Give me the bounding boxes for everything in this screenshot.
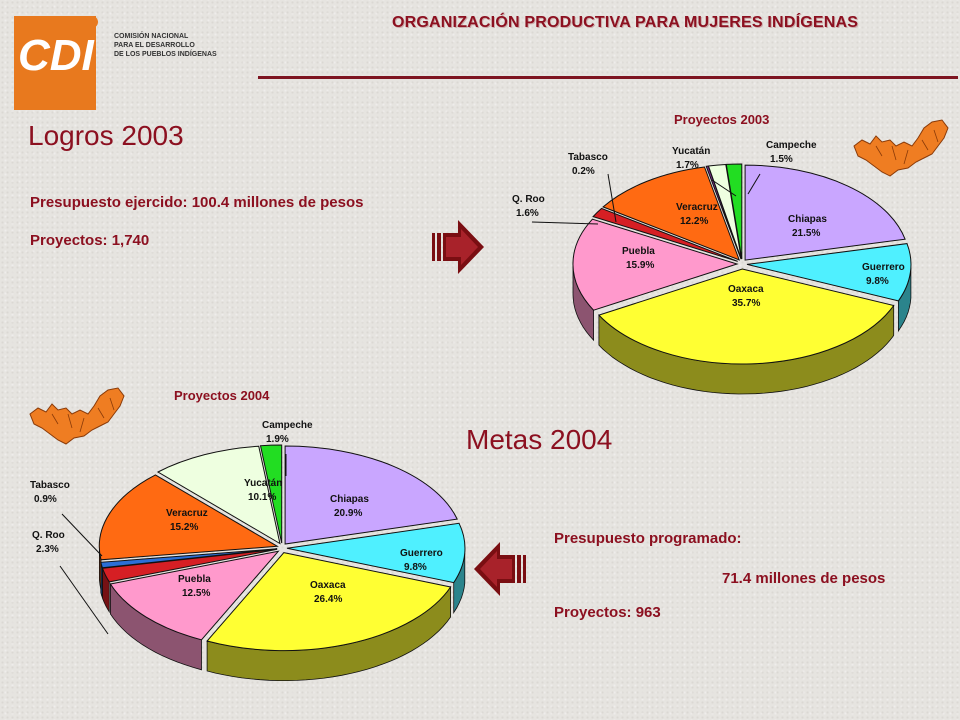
pie-leader-line-q-roo	[59, 565, 109, 635]
logros-proyectos: Proyectos: 1,740	[30, 232, 150, 249]
pie-label-chiapas: Chiapas	[788, 214, 827, 225]
pie-leader-line-tabasco	[61, 513, 103, 557]
pie-value-label-q-roo: 2.3%	[36, 544, 59, 555]
pie-leader-line-yucatan	[711, 179, 737, 197]
pie-label-guerrero: Guerrero	[400, 548, 443, 559]
pie-slice-chiapas	[284, 445, 458, 545]
org-name-line-3: DE LOS PUEBLOS INDÍGENAS	[114, 51, 217, 58]
mexico-region-map-icon	[852, 116, 952, 188]
pie-value-label-puebla: 12.5%	[182, 588, 210, 599]
pie-value-label-chiapas: 21.5%	[792, 228, 820, 239]
pie-value-label-chiapas: 20.9%	[334, 508, 362, 519]
pie-value-label-tabasco: 0.2%	[572, 166, 595, 177]
pie-slice-veracruz	[98, 474, 279, 561]
cdi-logo: CDI COMISIÓN NACIONAL PARA EL DESARROLLO…	[14, 10, 224, 110]
org-name: COMISIÓN NACIONAL PARA EL DESARROLLO DE …	[114, 32, 217, 59]
pie-label-puebla: Puebla	[622, 246, 655, 257]
pie-slice-yucatan	[156, 445, 281, 545]
pie-value-label-guerrero: 9.8%	[866, 276, 889, 287]
pie-leader-line-tabasco	[607, 173, 617, 223]
arrow-right-icon	[430, 218, 486, 276]
pie-label-campeche: Campeche	[766, 140, 817, 151]
pie-label-oaxaca: Oaxaca	[310, 580, 346, 591]
pie-value-label-puebla: 15.9%	[626, 260, 654, 271]
pie-value-label-guerrero: 9.8%	[404, 562, 427, 573]
pie-slice-oaxaca	[206, 552, 452, 652]
pie-value-label-q-roo: 1.6%	[516, 208, 539, 219]
pie-value-label-veracruz: 15.2%	[170, 522, 198, 533]
logros-presupuesto: Presupuesto ejercido: 100.4 millones de …	[30, 194, 364, 211]
pie-2004-title: Proyectos 2004	[174, 388, 270, 403]
pie-label-chiapas: Chiapas	[330, 494, 369, 505]
metas-proyectos: Proyectos: 963	[554, 604, 661, 621]
pie-slice-campeche	[725, 163, 743, 260]
pie-2003-title: Proyectos 2003	[674, 112, 769, 127]
pie-label-guerrero: Guerrero	[862, 262, 905, 273]
logros-heading: Logros 2003	[28, 120, 184, 151]
pie-label-campeche: Campeche	[262, 420, 313, 431]
logo-letters: CDI	[18, 31, 95, 80]
pie-slice-q-roo	[592, 207, 738, 262]
org-name-line-1: COMISIÓN NACIONAL	[114, 33, 189, 40]
mexico-region-map-icon-2004	[28, 384, 128, 456]
pie-value-label-veracruz: 12.2%	[680, 216, 708, 227]
title-divider	[258, 76, 958, 79]
pie-label-yucatan: Yucatán	[672, 146, 710, 157]
pie-slice-guerrero	[286, 522, 466, 584]
pie-value-label-oaxaca: 35.7%	[732, 298, 760, 309]
pie-slice-chiapas	[744, 164, 906, 261]
pie-label-veracruz: Veracruz	[166, 508, 208, 519]
pie-value-label-campeche: 1.9%	[266, 434, 289, 445]
pie-slice-yucatan	[707, 163, 742, 260]
pie-leader-line-campeche	[747, 173, 761, 195]
pie-label-oaxaca: Oaxaca	[728, 284, 764, 295]
metas-heading: Metas 2004	[466, 424, 613, 455]
pie-value-label-campeche: 1.5%	[770, 154, 793, 165]
metas-presupuesto-label: Presupuesto programado:	[554, 530, 742, 547]
pie-label-tabasco: Tabasco	[30, 480, 70, 491]
pie-label-q-roo: Q. Roo	[32, 530, 65, 541]
pie-slice-q-roo	[101, 548, 278, 583]
pie-slice-oaxaca	[597, 268, 895, 365]
pie-label-veracruz: Veracruz	[676, 202, 718, 213]
pie-slice-guerrero	[746, 243, 912, 302]
pie-value-label-tabasco: 0.9%	[34, 494, 57, 505]
pie-value-label-yucatan: 1.7%	[676, 160, 699, 171]
pie-slice-veracruz	[602, 166, 741, 261]
pie-label-tabasco: Tabasco	[568, 152, 608, 163]
slide-title: ORGANIZACIÓN PRODUCTIVA PARA MUJERES IND…	[392, 14, 859, 31]
pie-value-label-yucatan: 10.1%	[248, 492, 276, 503]
metas-presupuesto-value: 71.4 millones de pesos	[722, 570, 886, 587]
pie-chart-2004: Proyectos 2004 Chiapas 20.9% Guerrero 9.8% O…	[30, 388, 466, 681]
arrow-left-icon	[472, 540, 528, 598]
pie-label-puebla: Puebla	[178, 574, 211, 585]
pie-leader-line-q-roo	[531, 221, 599, 225]
pie-label-yucatan: Yucatán	[244, 478, 282, 489]
pie-label-q-roo: Q. Roo	[512, 194, 545, 205]
pie-slice-puebla	[572, 218, 739, 311]
pie-value-label-oaxaca: 26.4%	[314, 594, 342, 605]
pie-slice-puebla	[109, 550, 280, 641]
pie-chart-2003: Proyectos 2003 Chiapas 21.5% Guerrero 9.8% O…	[512, 112, 912, 395]
org-name-line-2: PARA EL DESARROLLO	[114, 42, 195, 49]
pie-slice-tabasco	[100, 548, 278, 569]
pie-slice-campeche	[259, 444, 283, 544]
